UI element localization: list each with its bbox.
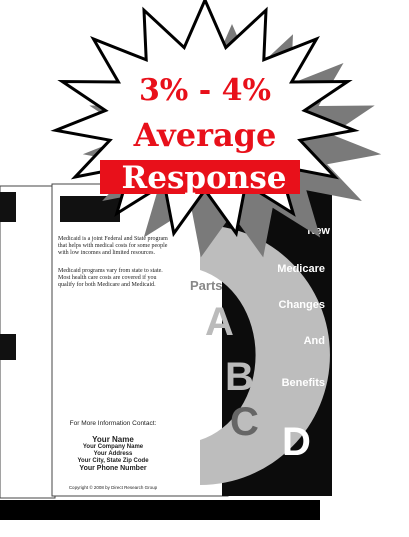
burst-text: Response — [121, 160, 286, 196]
burst-text: Average — [133, 116, 277, 154]
burst-text: 3% - 4% — [139, 73, 271, 108]
starburst-layer: 3% - 4% Average Response — [0, 0, 409, 537]
page: New Medicare Changes And Benefits Parts … — [0, 0, 409, 537]
